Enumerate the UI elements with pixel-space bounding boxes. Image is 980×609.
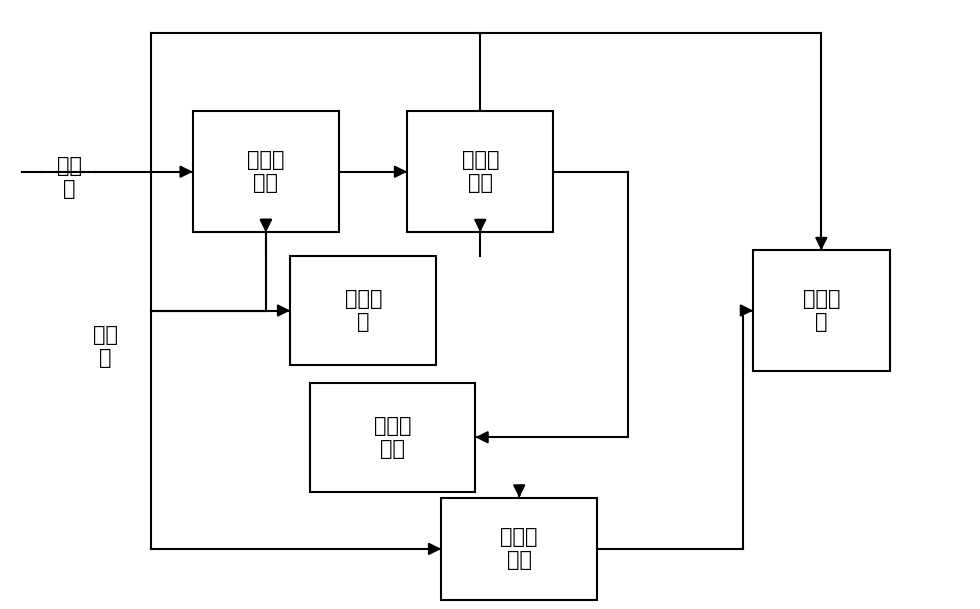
Text: 输出比
较: 输出比 较 [803, 289, 840, 332]
Bar [407, 111, 554, 232]
Bar [290, 256, 436, 365]
Text: 奇异量
化: 奇异量 化 [345, 289, 382, 332]
Text: 角速
度: 角速 度 [57, 156, 81, 199]
Text: 逆运动
解算: 逆运动 解算 [247, 150, 284, 193]
Text: 正运动
解算: 正运动 解算 [501, 527, 538, 571]
Text: 奇异性
控制: 奇异性 控制 [462, 150, 499, 193]
Text: 角位
置: 角位 置 [92, 325, 118, 368]
Bar [193, 111, 339, 232]
Text: 速度积
分器: 速度积 分器 [373, 416, 412, 459]
Bar [310, 383, 475, 491]
Bar [441, 498, 597, 600]
Bar [753, 250, 890, 371]
